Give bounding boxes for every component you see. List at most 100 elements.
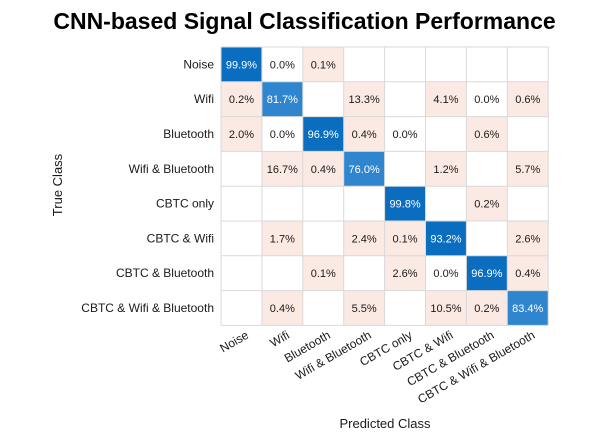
- matrix-cell: [507, 221, 549, 256]
- cell-value-label: 96.9%: [471, 268, 502, 280]
- matrix-cell: [466, 47, 508, 82]
- matrix-cell: [466, 255, 508, 291]
- matrix-cell: [261, 81, 303, 117]
- column-tick-label: Wifi: [268, 328, 292, 350]
- row-tick-label: CBTC only: [156, 197, 214, 211]
- matrix-cell: [507, 290, 549, 326]
- matrix-cell: [302, 221, 344, 256]
- cell-value-label: 0.6%: [515, 94, 540, 106]
- cell-value-label: 0.4%: [270, 303, 295, 315]
- x-axis-title: Predicted Class: [339, 416, 431, 431]
- cell-value-label: 99.8%: [389, 199, 420, 211]
- matrix-cell: [261, 255, 303, 291]
- cell-value-label: 10.5%: [430, 303, 461, 315]
- matrix-cell: [343, 290, 385, 326]
- row-labels: Noise Wifi Bluetooth Wifi & Bluetooth CBTC o…: [81, 57, 214, 315]
- matrix-cell: [425, 47, 467, 82]
- cell-value-label: 0.6%: [474, 129, 499, 141]
- matrix-cell: [343, 255, 385, 291]
- cell-value-label: 13.3%: [349, 94, 380, 106]
- cell-value-label: 1.2%: [433, 164, 458, 176]
- matrix-cell: [384, 221, 426, 256]
- matrix-cell: [221, 116, 262, 152]
- matrix-cell: [425, 186, 467, 221]
- row-tick-label: CBTC & Bluetooth: [116, 266, 214, 280]
- cell-value-label: 0.1%: [393, 233, 418, 245]
- matrix-cell: [466, 290, 508, 326]
- cell-value-label: 83.4%: [512, 303, 543, 315]
- row-tick-label: Wifi & Bluetooth: [129, 162, 214, 176]
- cell-value-label: 81.7%: [267, 94, 298, 106]
- matrix-cell: [221, 290, 262, 326]
- matrix-cell: [221, 221, 262, 256]
- cell-value-label: 1.7%: [270, 233, 295, 245]
- matrix-cell: [507, 116, 549, 152]
- matrix-cell: [466, 81, 508, 117]
- matrix-cell: [343, 116, 385, 152]
- matrix-cell: [343, 221, 385, 256]
- row-tick-label: CBTC & Wifi: [147, 231, 214, 245]
- cell-value-label: 93.2%: [430, 233, 461, 245]
- cell-value-label: 0.4%: [352, 129, 377, 141]
- cell-value-label: 2.6%: [393, 268, 418, 280]
- row-tick-label: Noise: [183, 57, 214, 71]
- cell-value-label: 96.9%: [308, 129, 339, 141]
- matrix-cell: [384, 290, 426, 326]
- matrix-cell: [466, 221, 508, 256]
- matrix-cell: [507, 255, 549, 291]
- cell-value-label: 0.2%: [474, 303, 499, 315]
- matrix-cell: [261, 221, 303, 256]
- matrix-cell: [343, 151, 385, 187]
- matrix-cell: [425, 221, 467, 256]
- matrix-cell: [302, 151, 344, 187]
- matrix-cell: [221, 47, 262, 82]
- matrix-cell: [466, 151, 508, 187]
- cell-value-label: 0.0%: [270, 129, 295, 141]
- matrix-cell: [466, 186, 508, 221]
- cell-value-label: 0.4%: [515, 268, 540, 280]
- matrix-cell: [221, 81, 262, 117]
- cell-value-label: 0.0%: [270, 59, 295, 71]
- cell-value-label: 2.0%: [229, 129, 254, 141]
- matrix-cell: [425, 116, 467, 152]
- matrix-cell: [507, 81, 549, 117]
- matrix-cell: [384, 255, 426, 291]
- matrix-cell: [425, 151, 467, 187]
- cell-value-label: 0.0%: [393, 129, 418, 141]
- matrix-cell: [507, 186, 549, 221]
- matrix-cell: [221, 151, 262, 187]
- cell-value-label: 2.4%: [352, 233, 377, 245]
- matrix-cell: [261, 290, 303, 326]
- matrix-cell: [261, 151, 303, 187]
- matrix-cell: [302, 116, 344, 152]
- matrix-cell: [302, 47, 344, 82]
- matrix-cell: [343, 81, 385, 117]
- cell-value-label: 0.1%: [311, 268, 336, 280]
- row-tick-label: CBTC & Wifi & Bluetooth: [81, 301, 214, 315]
- cell-value-label: 0.0%: [474, 94, 499, 106]
- matrix-cell: [507, 151, 549, 187]
- cell-value-label: 2.6%: [515, 233, 540, 245]
- cell-value-label: 5.5%: [352, 303, 377, 315]
- cell-value-label: 0.0%: [433, 268, 458, 280]
- matrix-cell: [425, 290, 467, 326]
- matrix-cell: [384, 81, 426, 117]
- cell-value-label: 99.9%: [226, 59, 257, 71]
- matrix-cell: [261, 116, 303, 152]
- matrix-cell: [466, 116, 508, 152]
- row-tick-label: Bluetooth: [163, 127, 214, 141]
- cell-value-label: 0.2%: [229, 94, 254, 106]
- y-axis-title: True Class: [50, 153, 65, 216]
- cell-value-label: 5.7%: [515, 164, 540, 176]
- chart-title: CNN-based Signal Classification Performa…: [53, 8, 556, 34]
- row-tick-label: Wifi: [194, 92, 214, 106]
- matrix-cell: [384, 47, 426, 82]
- matrix-cell: [261, 47, 303, 82]
- cell-value-label: 4.1%: [433, 94, 458, 106]
- cell-value-label: 0.4%: [311, 164, 336, 176]
- matrix-grid: [220, 46, 549, 326]
- matrix-cell: [343, 186, 385, 221]
- matrix-cell: [343, 47, 385, 82]
- matrix-cell: [302, 290, 344, 326]
